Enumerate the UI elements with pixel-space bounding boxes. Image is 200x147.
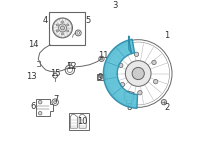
Text: 7: 7: [53, 95, 59, 105]
Text: 3: 3: [112, 1, 117, 10]
Text: 14: 14: [28, 40, 38, 49]
Circle shape: [38, 100, 42, 104]
Circle shape: [61, 26, 65, 30]
Circle shape: [153, 79, 158, 84]
Circle shape: [120, 82, 125, 87]
Text: 13: 13: [26, 72, 36, 81]
Circle shape: [38, 111, 42, 115]
Circle shape: [134, 52, 139, 56]
Circle shape: [161, 100, 167, 105]
Text: 11: 11: [98, 51, 108, 60]
Circle shape: [67, 24, 69, 26]
Circle shape: [56, 30, 58, 32]
Circle shape: [125, 61, 151, 86]
Circle shape: [119, 63, 123, 68]
Polygon shape: [129, 36, 132, 54]
Circle shape: [54, 101, 57, 104]
Circle shape: [56, 24, 58, 26]
Text: 10: 10: [77, 117, 88, 126]
Text: 15: 15: [50, 69, 60, 78]
Text: 9: 9: [97, 73, 103, 82]
Text: 5: 5: [86, 16, 91, 25]
Text: 1: 1: [164, 31, 170, 40]
Circle shape: [62, 21, 64, 23]
Text: 12: 12: [66, 62, 77, 71]
Text: 6: 6: [30, 102, 36, 111]
Text: 8: 8: [127, 103, 132, 112]
Text: 2: 2: [164, 103, 170, 112]
Circle shape: [132, 67, 144, 80]
Circle shape: [67, 30, 69, 32]
Polygon shape: [103, 39, 137, 108]
Circle shape: [53, 18, 73, 38]
Text: 4: 4: [43, 16, 48, 25]
Circle shape: [59, 24, 67, 32]
Circle shape: [152, 60, 156, 65]
Circle shape: [62, 33, 64, 35]
Circle shape: [138, 91, 142, 95]
